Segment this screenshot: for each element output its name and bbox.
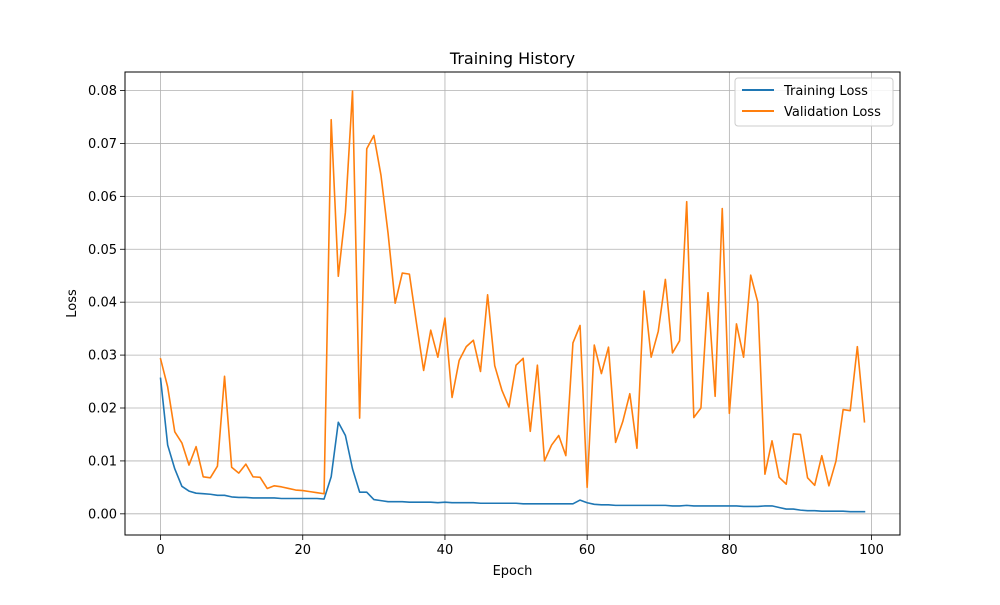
chart-title: Training History <box>449 49 575 68</box>
plot-frame <box>124 71 901 536</box>
y-tick-label: 0.07 <box>88 137 117 152</box>
y-tick-label: 0.06 <box>88 190 117 205</box>
y-tick-label: 0.08 <box>88 84 117 99</box>
y-tick-label: 0.02 <box>88 402 117 417</box>
legend-label-training-loss: Training Loss <box>783 84 868 99</box>
x-tick-label: 20 <box>294 543 311 558</box>
series-lines <box>159 90 866 513</box>
y-tick-label: 0.03 <box>88 349 117 364</box>
x-tick-label: 100 <box>859 543 884 558</box>
x-tick-label: 60 <box>579 543 596 558</box>
legend-box <box>734 77 894 127</box>
y-tick-label: 0.00 <box>88 507 117 522</box>
y-axis-label: Loss <box>65 289 80 318</box>
training-loss-line <box>159 377 866 513</box>
y-tick-label: 0.05 <box>88 243 117 258</box>
validation-loss-line <box>159 90 866 495</box>
legend: Training Loss Validation Loss <box>734 77 894 127</box>
axis-ticks: 0 20 40 60 80 100 0.00 0.01 0.02 0.03 0.04 0.05 0.06… <box>88 84 884 558</box>
x-tick-label: 80 <box>721 543 738 558</box>
legend-label-validation-loss: Validation Loss <box>784 105 881 120</box>
y-tick-label: 0.04 <box>88 296 117 311</box>
x-tick-label: 0 <box>156 543 164 558</box>
grid-lines <box>125 72 900 535</box>
x-tick-label: 40 <box>437 543 454 558</box>
y-tick-label: 0.01 <box>88 454 117 469</box>
x-axis-label: Epoch <box>493 564 533 579</box>
